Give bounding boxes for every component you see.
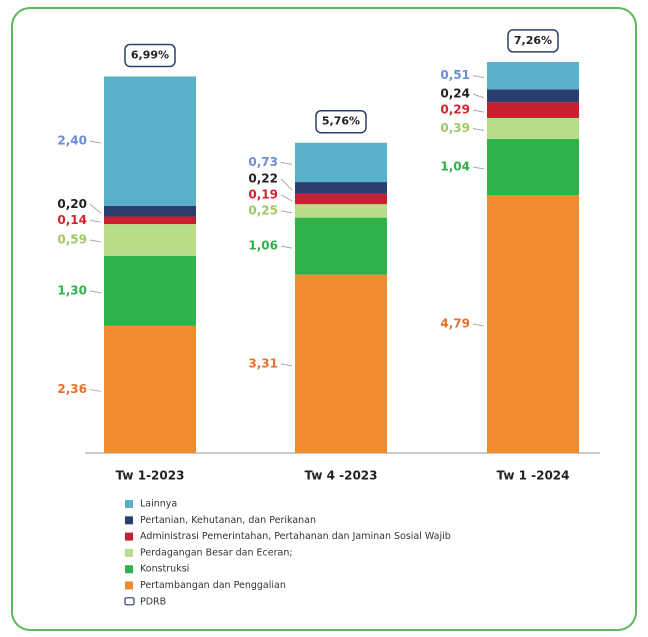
bar-segment [295, 274, 387, 453]
value-label: 0,73 [248, 155, 278, 169]
value-label: 0,22 [248, 171, 278, 185]
legend-label: Lainnya [140, 499, 177, 510]
legend-label: Konstruksi [140, 564, 189, 575]
leader-line [89, 219, 102, 223]
bar-segment [487, 138, 579, 195]
legend-label: Pertambangan dan Penggalian [140, 580, 286, 591]
total-box [315, 109, 367, 134]
legend-label: Perdagangan Besar dan Eceran; [140, 547, 293, 558]
leader-line [89, 140, 102, 144]
value-label: 0,14 [57, 213, 87, 227]
value-label: 1,30 [57, 283, 87, 297]
value-label: 0,24 [440, 87, 470, 101]
value-label: 0,25 [248, 203, 278, 217]
value-label: 0,20 [57, 197, 87, 211]
leader-line [280, 363, 293, 367]
total-label: 7,26% [514, 34, 552, 47]
legend-label: PDRB [140, 596, 166, 607]
value-label: 4,79 [440, 316, 470, 330]
value-label: 3,31 [248, 356, 278, 370]
bar-segment [295, 193, 387, 205]
bar-segment [487, 117, 579, 139]
bar-segment [104, 255, 196, 326]
legend-swatch [125, 532, 133, 541]
leader-line [89, 203, 102, 214]
leader-line [472, 166, 485, 170]
legend-swatch [124, 597, 135, 606]
legend-swatch [125, 581, 133, 590]
x-tick-label: Tw 4 -2023 [304, 469, 377, 483]
x-tick-label: Tw 1 -2024 [496, 469, 569, 483]
bar-segment [104, 216, 196, 225]
value-label: 2,40 [57, 134, 87, 148]
total-label: 6,99% [131, 48, 169, 61]
legend-swatch [125, 548, 133, 557]
total-label: 5,76% [322, 115, 360, 128]
leader-line [472, 127, 485, 131]
leader-line [472, 75, 485, 79]
value-label: 1,06 [248, 239, 278, 253]
leader-line [280, 178, 293, 191]
legend-swatch [125, 500, 133, 508]
total-box [507, 29, 559, 53]
total-box [124, 43, 176, 68]
leader-line [472, 93, 485, 99]
legend-swatch [125, 565, 133, 574]
bar-segment [487, 102, 579, 118]
x-tick-label: Tw 1-2023 [116, 469, 185, 483]
value-label: 0,59 [57, 232, 87, 246]
value-label: 1,04 [440, 159, 470, 173]
leader-line [472, 109, 485, 113]
leader-line [89, 290, 102, 294]
value-label: 0,29 [440, 103, 470, 117]
bar-segment [295, 217, 387, 275]
bar-segment [104, 325, 196, 453]
bar-segment [487, 61, 579, 90]
value-label: 0,39 [440, 121, 470, 135]
bar-segment [487, 89, 579, 103]
leader-line [280, 161, 293, 165]
leader-line [280, 210, 293, 214]
leader-line [280, 245, 293, 249]
value-label: 0,51 [440, 68, 470, 82]
bar-segment [487, 194, 579, 453]
legend-swatch [125, 516, 133, 525]
leader-line [280, 194, 293, 202]
bar-segment [104, 224, 196, 256]
legend-label: Pertanian, Kehutanan, dan Perikanan [140, 515, 316, 526]
legend-label: Administrasi Pemerintahan, Pertahanan da… [140, 531, 451, 542]
leader-line [472, 323, 485, 327]
bar-segment [104, 76, 196, 206]
bar-segment [295, 182, 387, 194]
leader-line [89, 239, 102, 243]
bar-segment [104, 205, 196, 217]
leader-line [89, 388, 102, 392]
value-label: 2,36 [57, 382, 87, 396]
bar-segment [295, 204, 387, 218]
bar-segment [295, 142, 387, 183]
value-label: 0,19 [248, 187, 278, 201]
